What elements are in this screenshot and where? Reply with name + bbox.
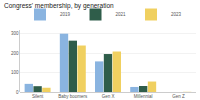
svg-text:2023: 2023	[171, 12, 182, 17]
svg-text:Baby boomers: Baby boomers	[58, 94, 88, 99]
svg-text:100: 100	[11, 70, 19, 75]
svg-text:2021: 2021	[116, 12, 127, 17]
svg-text:Gen X: Gen X	[102, 94, 115, 99]
svg-text:200: 200	[11, 51, 19, 56]
svg-text:Congress' membership, by gener: Congress' membership, by generation	[4, 2, 114, 10]
svg-text:0: 0	[16, 90, 19, 95]
svg-text:2019: 2019	[60, 12, 71, 17]
svg-text:Silent: Silent	[32, 94, 44, 99]
svg-text:Gen Z: Gen Z	[172, 94, 185, 99]
svg-text:Millennial: Millennial	[134, 94, 153, 99]
svg-text:300: 300	[11, 31, 19, 36]
